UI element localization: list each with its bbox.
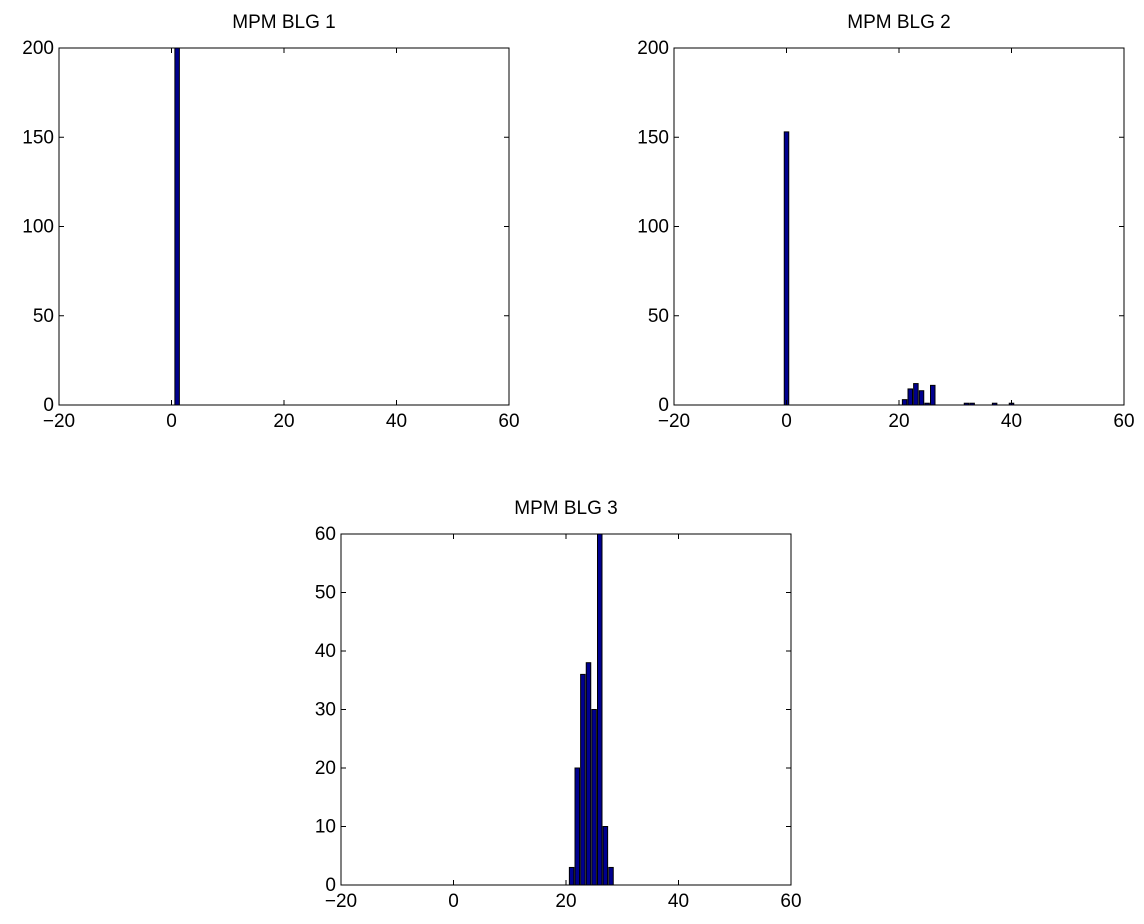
x-tick-label: −20	[658, 411, 690, 432]
x-tick-label: 0	[166, 411, 177, 432]
x-tick-label: −20	[325, 891, 357, 912]
subplot-title: MPM BLG 2	[847, 12, 950, 33]
x-tick-label: 20	[888, 411, 909, 432]
histogram-bar	[901, 399, 908, 406]
histogram-bar	[580, 673, 586, 886]
y-tick-label: 50	[33, 306, 54, 327]
histogram-bar	[585, 662, 592, 886]
y-tick-label: 200	[22, 38, 54, 59]
y-tick-label: 150	[22, 127, 54, 148]
x-tick-label: 60	[498, 411, 519, 432]
x-tick-label: 60	[780, 891, 801, 912]
y-tick-label: 150	[637, 127, 669, 148]
histogram-bar	[930, 384, 936, 406]
histogram-bar	[597, 533, 603, 886]
histogram-bar	[591, 709, 597, 886]
y-tick-label: 0	[658, 395, 669, 416]
y-tick-label: 20	[315, 758, 336, 779]
histogram-bar	[574, 767, 580, 886]
x-tick-label: 20	[273, 411, 294, 432]
x-tick-label: −20	[43, 411, 75, 432]
x-tick-label: 40	[386, 411, 407, 432]
histogram-bar	[174, 47, 180, 406]
x-tick-label: 0	[448, 891, 459, 912]
y-tick-label: 30	[315, 700, 336, 721]
histogram-bar	[608, 866, 614, 886]
y-tick-label: 200	[637, 38, 669, 59]
y-tick-label: 50	[315, 583, 336, 604]
histogram-bar	[783, 131, 790, 406]
x-tick-label: 60	[1113, 411, 1134, 432]
y-tick-label: 50	[648, 306, 669, 327]
histogram-bar	[602, 826, 609, 886]
plot-area-1	[58, 47, 510, 406]
x-tick-label: 20	[555, 891, 576, 912]
x-tick-label: 40	[1001, 411, 1022, 432]
y-tick-label: 10	[315, 817, 336, 838]
x-tick-label: 0	[781, 411, 792, 432]
subplot-title: MPM BLG 3	[514, 498, 617, 519]
y-tick-label: 0	[325, 875, 336, 896]
y-tick-label: 100	[22, 217, 54, 238]
y-tick-label: 60	[315, 524, 336, 545]
y-tick-label: 100	[637, 217, 669, 238]
histogram-bar	[918, 390, 925, 406]
x-tick-label: 40	[668, 891, 689, 912]
histogram-bar	[907, 388, 913, 406]
y-tick-label: 40	[315, 641, 336, 662]
plot-area-3	[340, 533, 792, 886]
histogram-bar	[568, 866, 575, 886]
histogram-bar	[913, 383, 919, 406]
subplot-title: MPM BLG 1	[232, 12, 335, 33]
plot-area-2	[673, 47, 1125, 406]
y-tick-label: 0	[43, 395, 54, 416]
